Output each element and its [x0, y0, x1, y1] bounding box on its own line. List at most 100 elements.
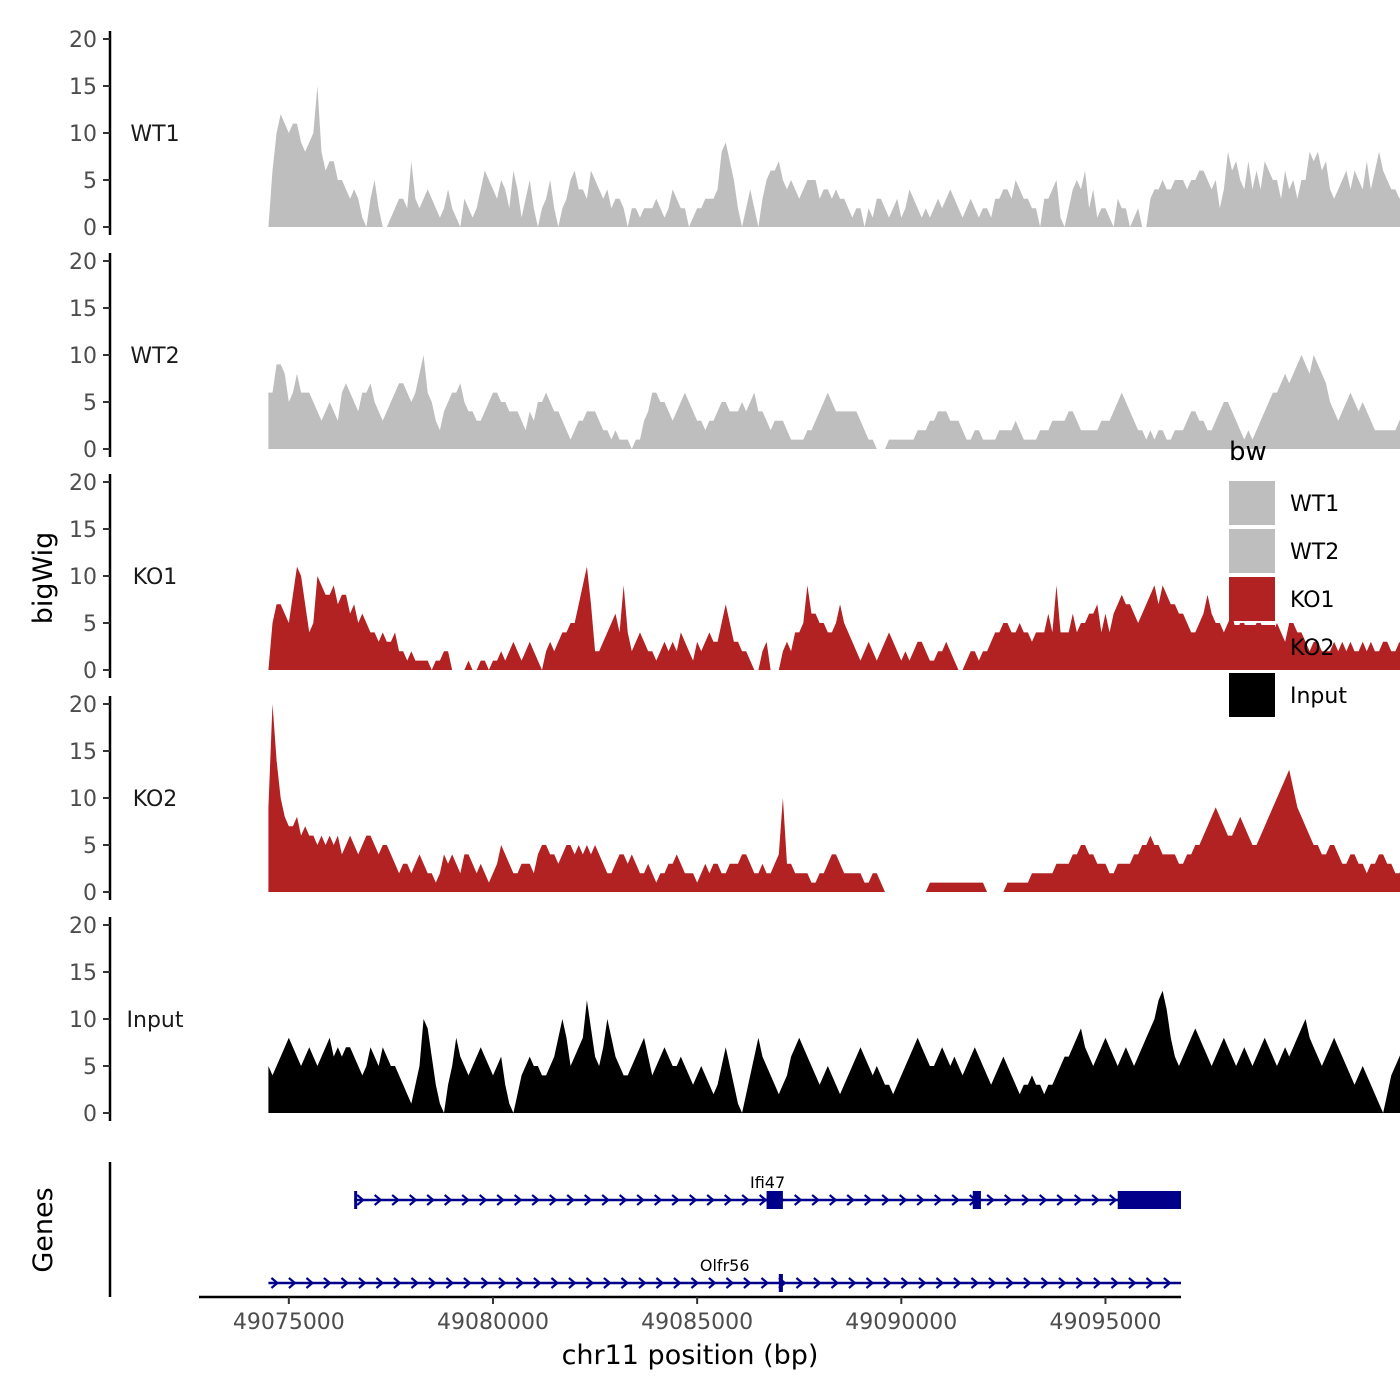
strand-arrow [1005, 1277, 1015, 1289]
strand-arrow [393, 1277, 402, 1289]
track-input: 0 5 10 15 20 Input [69, 914, 1400, 1127]
y-tick-label: 5 [83, 834, 97, 859]
strand-arrow [1056, 1194, 1065, 1206]
gene-ifi47: Ifi47 [354, 1173, 1181, 1209]
x-tick-label: 49090000 [845, 1310, 957, 1335]
strand-arrow [480, 1277, 490, 1289]
strand-arrow [758, 1194, 768, 1206]
y-tick-label: 0 [83, 216, 97, 241]
x-tick-label: 49075000 [233, 1310, 345, 1335]
strand-arrow [708, 1277, 717, 1289]
strand-arrow [951, 1194, 960, 1206]
strand-arrow [900, 1277, 910, 1289]
track-area-input [268, 990, 1400, 1113]
track-wt1: 0 5 10 15 20 WT1 [69, 28, 1400, 241]
strand-arrow [1073, 1194, 1083, 1206]
track-area-ko2 [268, 704, 1400, 892]
strand-arrow [618, 1194, 628, 1206]
strand-arrow [373, 1194, 383, 1206]
track-ko2: 0 5 10 15 20 KO2 [69, 693, 1400, 906]
strand-arrow [408, 1194, 418, 1206]
y-tick-label: 10 [69, 565, 97, 590]
strand-arrow [638, 1277, 647, 1289]
track-label: WT2 [130, 344, 179, 369]
legend-swatch [1229, 529, 1275, 573]
y-tick-label: 0 [83, 881, 97, 906]
strand-arrow [478, 1194, 488, 1206]
legend-entry-wt1: WT1 [1229, 481, 1339, 525]
track-area-wt2 [268, 355, 1400, 449]
strand-arrow [620, 1277, 630, 1289]
strand-arrow [1040, 1277, 1050, 1289]
legend-label: Input [1290, 684, 1347, 709]
strand-arrow [811, 1194, 820, 1206]
strand-arrow [655, 1277, 665, 1289]
gene-exon [778, 1274, 783, 1292]
signal-tracks: 0 5 10 15 20 WT1 0 5 10 15 20 WT2 0 5 10 15 20 KO1 0 5 10 15 2… [69, 28, 1400, 1127]
strand-arrow [531, 1194, 540, 1206]
strand-arrow [550, 1277, 560, 1289]
strand-arrow [813, 1277, 822, 1289]
strand-arrow [898, 1194, 908, 1206]
track-area-wt1 [268, 86, 1400, 227]
y-tick-label: 20 [69, 914, 97, 939]
gene-label: Olfr56 [700, 1256, 750, 1275]
y-tick-label: 10 [69, 1008, 97, 1033]
y-tick-label: 15 [69, 75, 97, 100]
strand-arrow [515, 1277, 525, 1289]
legend-label: WT1 [1290, 492, 1339, 517]
y-tick-label: 5 [83, 169, 97, 194]
strand-arrow [723, 1194, 733, 1206]
strand-arrow [603, 1277, 612, 1289]
gene-exon [354, 1191, 358, 1209]
legend-entry-wt2: WT2 [1229, 529, 1339, 573]
strand-arrow [375, 1277, 385, 1289]
strand-arrow [1110, 1277, 1120, 1289]
legend-label: KO1 [1290, 588, 1335, 613]
strand-arrow [970, 1277, 980, 1289]
strand-arrow [445, 1277, 455, 1289]
x-axis: 49075000 49080000 49085000 49090000 49095000 [199, 1295, 1181, 1335]
track-label: KO1 [133, 565, 178, 590]
strand-arrow [760, 1277, 770, 1289]
strand-arrow [986, 1194, 995, 1206]
track-area-ko1 [268, 566, 1400, 670]
y-tick-label: 0 [83, 659, 97, 684]
genes-axis-title: Genes [28, 1187, 59, 1272]
strand-arrow [1163, 1277, 1172, 1289]
strand-arrow [1108, 1194, 1118, 1206]
strand-arrow [428, 1277, 437, 1289]
strand-arrow [1128, 1277, 1137, 1289]
strand-arrow [583, 1194, 593, 1206]
y-tick-label: 10 [69, 787, 97, 812]
strand-arrow [356, 1194, 365, 1206]
y-tick-label: 20 [69, 28, 97, 53]
strand-arrow [548, 1194, 558, 1206]
legend-title: bw [1229, 437, 1267, 467]
strand-arrow [671, 1194, 680, 1206]
strand-arrow [918, 1277, 927, 1289]
strand-arrow [795, 1277, 805, 1289]
strand-arrow [585, 1277, 595, 1289]
strand-arrow [933, 1194, 943, 1206]
y-tick-label: 10 [69, 122, 97, 147]
y-tick-label: 20 [69, 471, 97, 496]
strand-arrow [1091, 1194, 1100, 1206]
legend-label: WT2 [1290, 540, 1339, 565]
track-label: WT1 [130, 122, 179, 147]
gene-label: Ifi47 [750, 1173, 785, 1192]
strand-arrow [690, 1277, 700, 1289]
gene-exon [972, 1191, 981, 1209]
legend-swatch [1229, 577, 1275, 621]
strand-arrow [881, 1194, 890, 1206]
strand-arrow [688, 1194, 698, 1206]
strand-arrow [848, 1277, 857, 1289]
strand-arrow [673, 1277, 682, 1289]
strand-arrow [1075, 1277, 1085, 1289]
track-ko1: 0 5 10 15 20 KO1 [69, 471, 1400, 684]
y-tick-label: 0 [83, 438, 97, 463]
track-wt2: 0 5 10 15 20 WT2 [69, 250, 1400, 463]
strand-arrow [793, 1194, 803, 1206]
strand-arrow [1023, 1277, 1032, 1289]
strand-arrow [463, 1277, 472, 1289]
